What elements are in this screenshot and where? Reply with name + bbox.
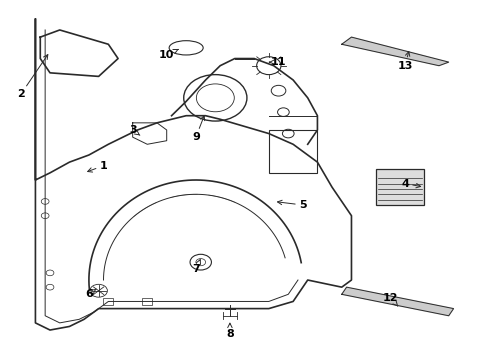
Text: 4: 4 xyxy=(400,179,420,189)
Text: 1: 1 xyxy=(87,161,107,172)
Polygon shape xyxy=(341,287,453,316)
Text: 3: 3 xyxy=(129,125,140,135)
Bar xyxy=(103,298,113,305)
Text: 8: 8 xyxy=(225,323,233,339)
Text: 10: 10 xyxy=(159,49,178,60)
Text: 11: 11 xyxy=(269,57,285,67)
Text: 2: 2 xyxy=(17,55,48,99)
Text: 7: 7 xyxy=(192,260,200,274)
Polygon shape xyxy=(341,37,448,66)
Text: 13: 13 xyxy=(396,51,412,71)
Text: 9: 9 xyxy=(192,116,204,142)
Bar xyxy=(142,298,152,305)
FancyBboxPatch shape xyxy=(375,169,424,205)
Text: 5: 5 xyxy=(277,200,306,210)
Text: 6: 6 xyxy=(85,289,96,299)
Text: 12: 12 xyxy=(382,293,397,306)
